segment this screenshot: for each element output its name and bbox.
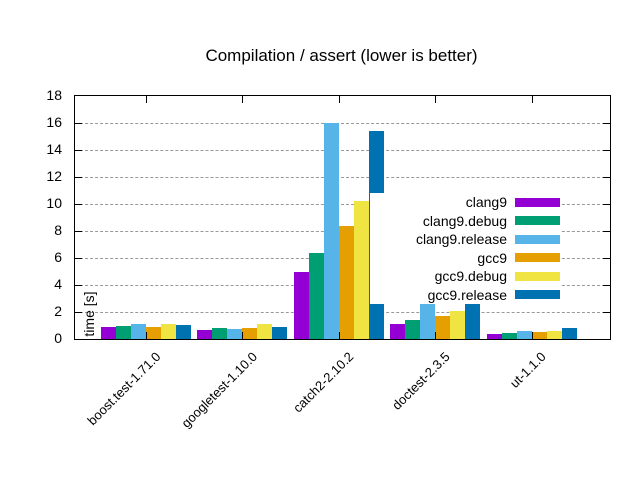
y-tick-label: 0 — [54, 330, 62, 346]
bar-clang9.release — [420, 297, 435, 339]
y-axis-tick-labels: 0 2 4 6 8 10 12 14 16 18 — [0, 87, 62, 346]
x-tick-mark — [338, 332, 340, 339]
y-tick-mark — [75, 231, 82, 232]
bar-clang9.release — [227, 329, 242, 339]
bar-gcc9 — [145, 326, 161, 339]
legend-item-clang9.release: clang9.release — [375, 230, 560, 249]
x-category-label: ut-1.1.0 — [507, 349, 550, 391]
y-axis-title: time [s] — [81, 291, 97, 337]
legend-label: gcc9.release — [427, 286, 507, 303]
legend-color-swatch — [515, 234, 560, 244]
x-tick-mark — [145, 332, 147, 339]
legend-color-swatch — [515, 216, 560, 226]
legend: clang9 clang9.debug clang9.release gcc9 gcc9… — [370, 193, 560, 304]
bar-gcc9.debug — [353, 200, 369, 339]
chart-title: Compilation / assert (lower is better) — [205, 46, 478, 65]
y-tick-label: 16 — [46, 114, 62, 130]
y-tick-mark — [603, 258, 610, 259]
legend-label: gcc9 — [477, 249, 507, 266]
x-category-label: catch2-2.10.2 — [289, 349, 357, 416]
y-tick-mark — [75, 177, 82, 178]
y-tick-mark — [603, 285, 610, 286]
y-tick-label: 10 — [46, 195, 62, 211]
y-tick-mark — [603, 204, 610, 205]
legend-color-swatch — [515, 271, 560, 281]
bar-clang9 — [100, 327, 116, 339]
x-category-label: doctest-2.3.5 — [388, 349, 453, 413]
legend-item-gcc9.release: gcc9.release — [375, 286, 560, 305]
bar-clang9 — [390, 324, 405, 339]
bar-gcc9.debug — [546, 330, 562, 339]
bar-gcc9 — [435, 316, 450, 339]
x-category-label: googletest-1.10.0 — [177, 349, 260, 431]
x-tick-mark — [338, 96, 340, 103]
y-tick-label: 6 — [54, 249, 62, 265]
bar-clang9.debug — [115, 326, 131, 339]
legend-item-gcc9: gcc9 — [375, 249, 560, 268]
bar-gcc9 — [531, 332, 547, 339]
legend-item-clang9: clang9 — [375, 193, 560, 212]
legend-color-swatch — [515, 197, 560, 207]
y-tick-label: 8 — [54, 222, 62, 238]
bar-clang9.debug — [212, 328, 227, 339]
y-tick-mark — [75, 312, 82, 313]
gridline — [75, 123, 610, 124]
y-tick-mark — [603, 150, 610, 151]
bar-gcc9.release — [561, 328, 577, 339]
y-tick-label: 14 — [46, 141, 62, 157]
x-tick-mark — [435, 332, 436, 339]
legend-color-swatch — [515, 290, 560, 300]
bar-clang9 — [486, 334, 502, 339]
y-tick-label: 4 — [54, 276, 62, 292]
plot-area: clang9 clang9.debug clang9.release gcc9 gcc9… — [74, 95, 611, 340]
legend-label: gcc9.debug — [434, 268, 507, 285]
y-tick-mark — [603, 177, 610, 178]
bar-clang9.release — [323, 123, 339, 339]
y-tick-mark — [75, 123, 82, 124]
bar-clang9.release — [130, 324, 146, 339]
bar-clang9.debug — [405, 320, 420, 339]
x-tick-mark — [531, 332, 533, 339]
gridline — [75, 150, 610, 151]
y-tick-mark — [603, 231, 610, 232]
legend-label: clang9.debug — [422, 212, 507, 229]
x-tick-mark — [145, 96, 147, 103]
bar-gcc9.debug — [257, 324, 272, 339]
bar-gcc9.release — [465, 294, 480, 339]
bar-clang9.debug — [501, 332, 517, 339]
y-tick-mark — [75, 258, 82, 259]
y-tick-mark — [75, 285, 82, 286]
gridline — [75, 177, 610, 178]
y-tick-label: 18 — [46, 87, 62, 103]
x-tick-mark — [242, 96, 243, 103]
bar-clang9 — [197, 330, 212, 339]
legend-item-gcc9.debug: gcc9.debug — [375, 267, 560, 286]
bar-gcc9 — [338, 225, 354, 339]
bar-gcc9.debug — [160, 323, 176, 339]
y-tick-mark — [603, 312, 610, 313]
y-tick-mark — [75, 150, 82, 151]
y-tick-label: 2 — [54, 303, 62, 319]
x-tick-mark — [435, 96, 436, 103]
bar-clang9 — [293, 271, 309, 339]
legend-color-swatch — [515, 253, 560, 263]
bar-clang9.debug — [308, 252, 324, 339]
gridline — [75, 204, 610, 205]
legend-item-clang9.debug: clang9.debug — [375, 212, 560, 231]
x-tick-mark — [242, 332, 243, 339]
x-tick-mark — [531, 96, 533, 103]
bar-gcc9.debug — [450, 310, 465, 339]
bar-clang9.release — [516, 330, 532, 339]
y-tick-mark — [603, 123, 610, 124]
y-tick-label: 12 — [46, 168, 62, 184]
legend-label: clang9.release — [415, 231, 507, 248]
y-tick-mark — [75, 204, 82, 205]
legend-label: clang9 — [465, 194, 507, 211]
bar-gcc9 — [242, 327, 257, 339]
bar-gcc9.release — [272, 327, 287, 339]
bar-gcc9.release — [175, 324, 191, 339]
